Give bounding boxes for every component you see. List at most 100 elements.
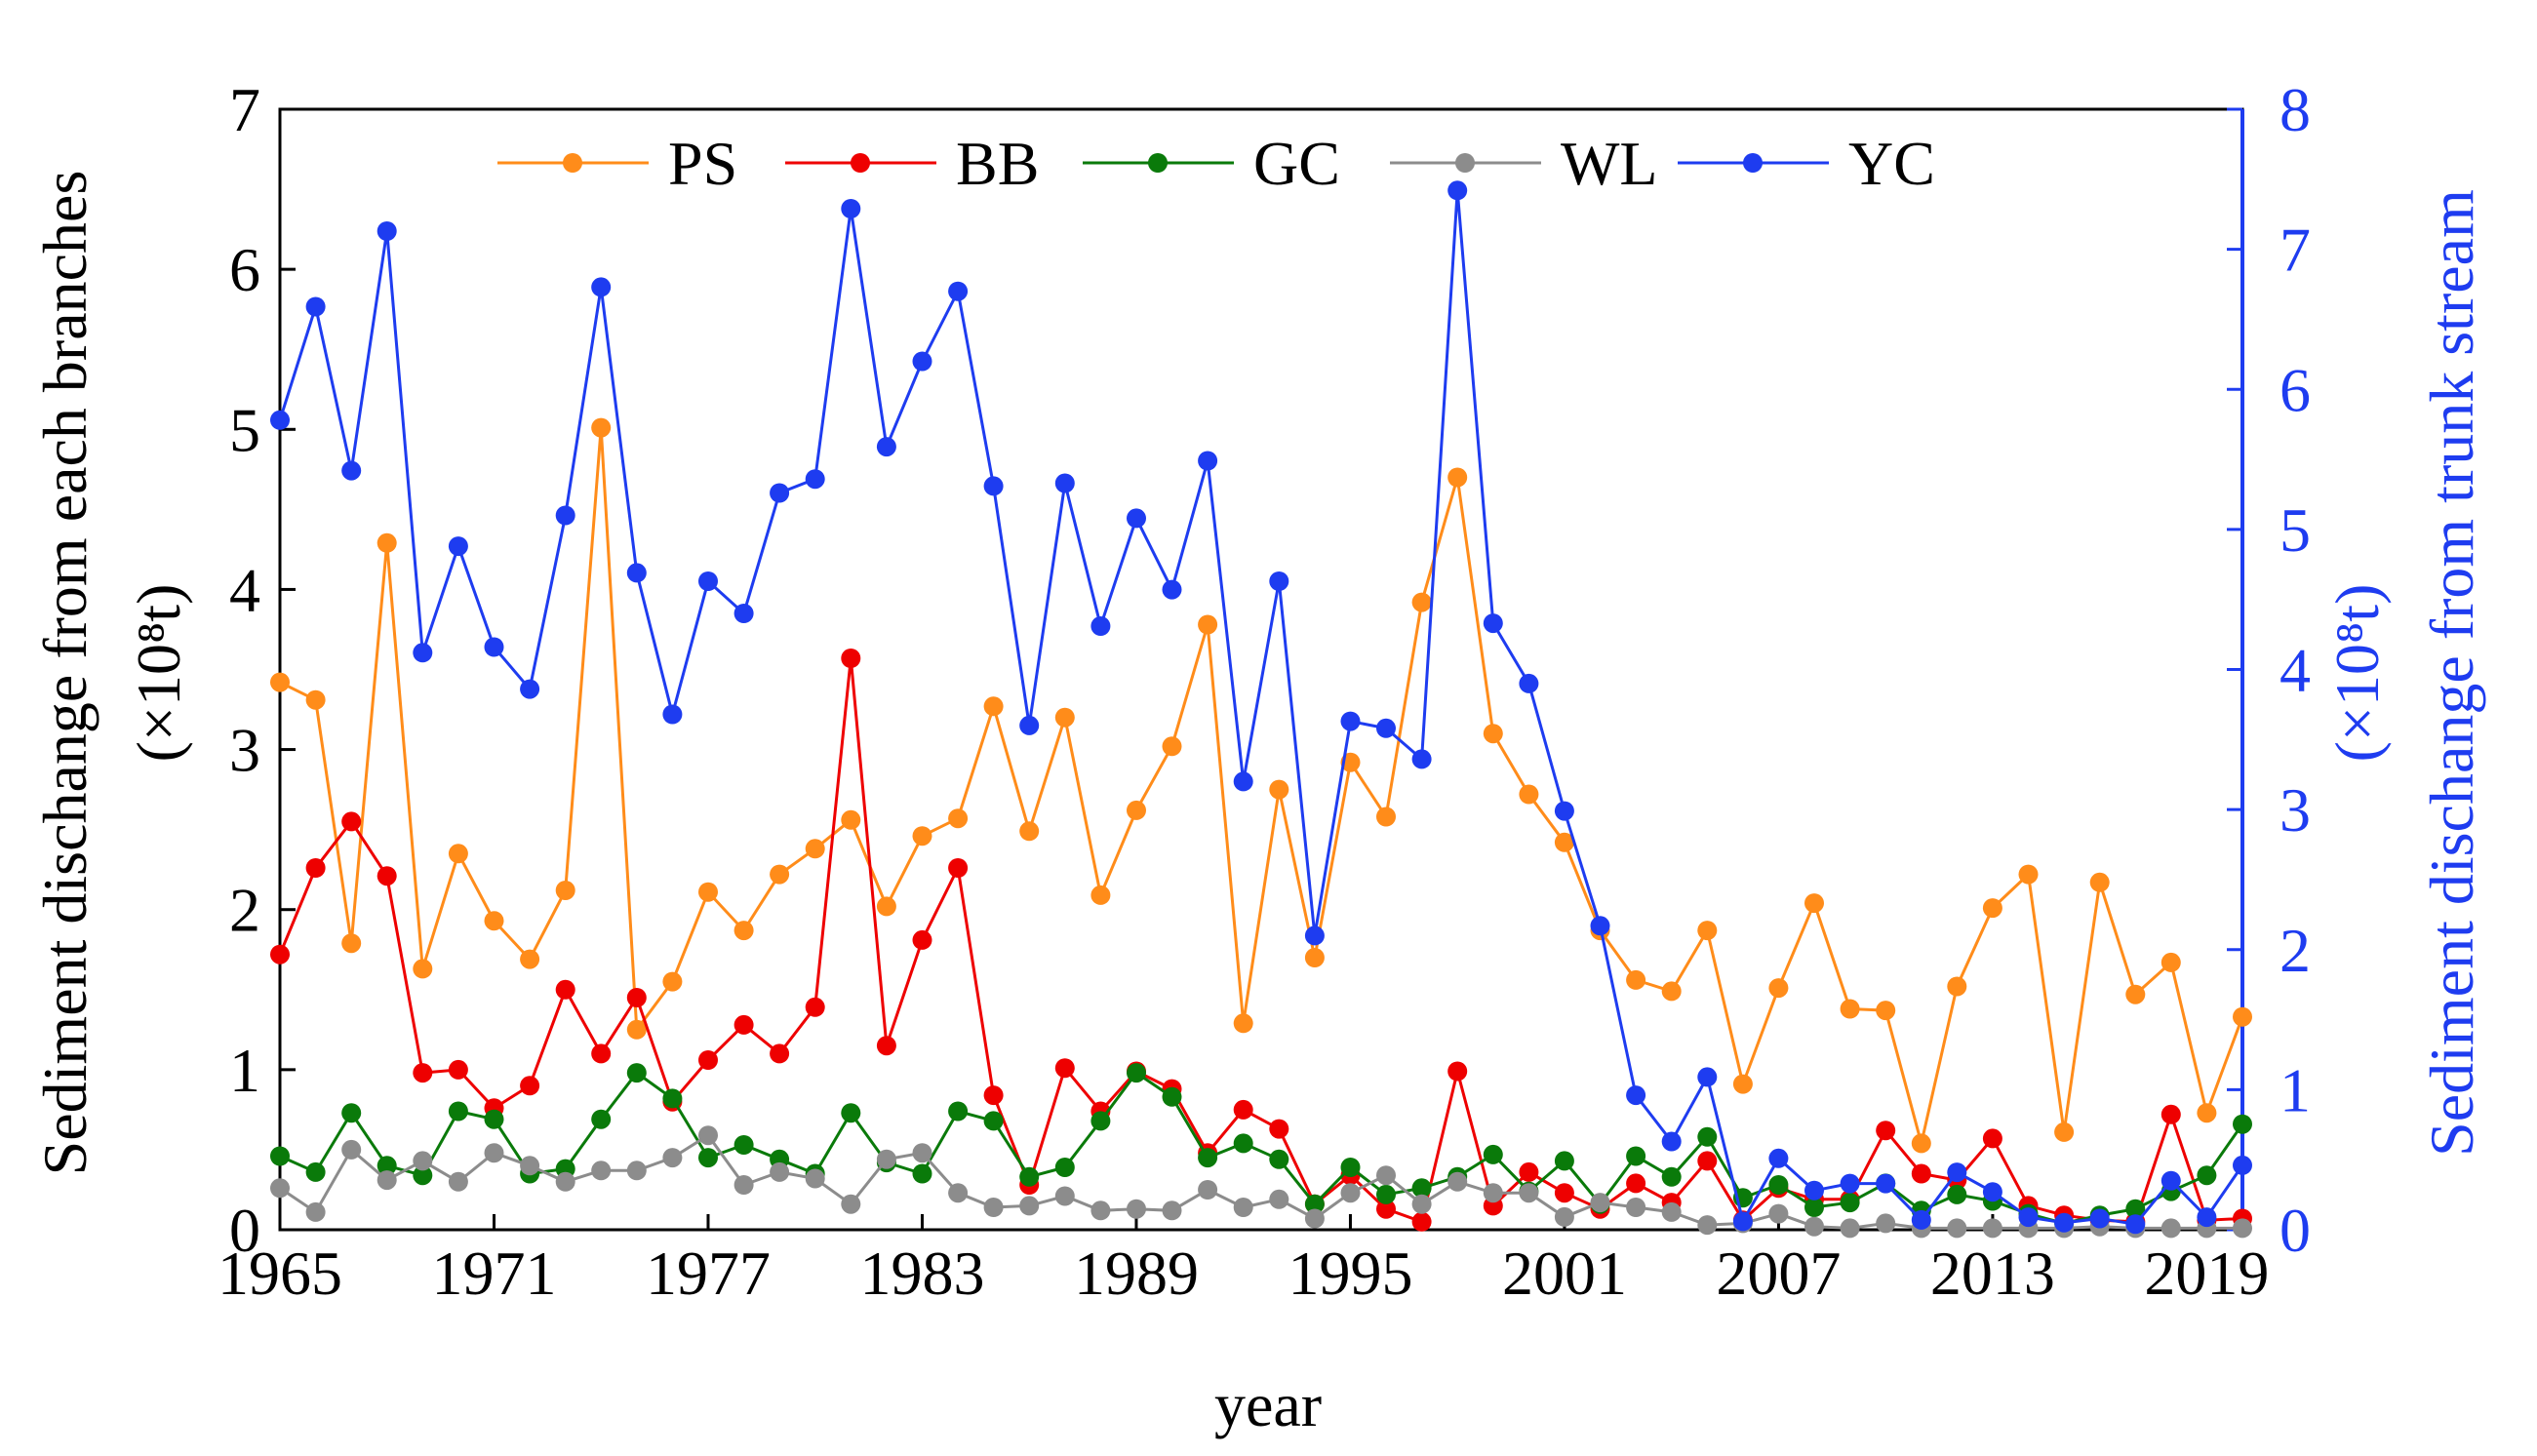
data-point-bb [948, 858, 969, 878]
data-point-gc [1376, 1184, 1396, 1204]
data-point-wl [1519, 1183, 1539, 1203]
data-point-wl [1947, 1218, 1967, 1239]
data-point-wl [1198, 1180, 1218, 1200]
data-point-yc [2125, 1214, 2146, 1235]
data-point-gc [1054, 1158, 1075, 1177]
data-point-bb [341, 811, 362, 832]
data-point-gc [2197, 1165, 2217, 1186]
data-point-gc [1090, 1111, 1111, 1131]
data-point-wl [1304, 1208, 1325, 1229]
series-ps [270, 417, 2252, 1154]
data-point-gc [1198, 1148, 1218, 1168]
data-point-yc [1840, 1173, 1860, 1194]
data-point-yc [1590, 916, 1610, 936]
legend-label: BB [956, 129, 1039, 198]
data-point-yc [341, 460, 362, 481]
x-tick-label: 1971 [431, 1239, 556, 1308]
data-point-wl [377, 1170, 397, 1191]
data-point-gc [948, 1101, 969, 1122]
data-point-ps [2125, 984, 2146, 1004]
y-right-tick-label: 8 [2279, 75, 2311, 144]
x-tick-label: 1977 [646, 1239, 771, 1308]
plot-frame [278, 107, 2244, 1232]
data-point-ps [1626, 969, 1646, 990]
data-point-gc [1127, 1063, 1146, 1083]
y-right-tick-label: 6 [2279, 355, 2311, 424]
legend-label: WL [1561, 129, 1658, 198]
data-point-wl [1054, 1186, 1075, 1206]
data-point-yc [1054, 473, 1075, 493]
data-point-bb [1626, 1173, 1646, 1194]
data-point-gc [1697, 1126, 1718, 1147]
data-point-bb [876, 1036, 896, 1056]
data-point-yc [2018, 1207, 2039, 1228]
data-point-wl [341, 1139, 362, 1160]
data-point-ps [1198, 614, 1218, 635]
data-point-gc [1269, 1149, 1289, 1169]
data-point-gc [1804, 1198, 1824, 1217]
data-point-wl [1840, 1218, 1860, 1239]
series-line-ps [279, 427, 2244, 1144]
y-right-tick-label: 3 [2279, 775, 2311, 845]
data-point-yc [270, 410, 290, 430]
data-point-wl [805, 1168, 825, 1189]
data-point-yc [1090, 616, 1111, 636]
data-point-gc [1947, 1184, 1967, 1204]
data-point-ps [1697, 921, 1718, 941]
data-point-bb [805, 997, 825, 1017]
data-point-gc [2233, 1114, 2252, 1134]
data-point-wl [1233, 1198, 1253, 1217]
data-point-yc [520, 679, 540, 699]
data-point-ps [484, 911, 504, 931]
data-point-ps [1876, 1001, 1896, 1021]
data-point-yc [2160, 1170, 2181, 1191]
data-point-yc [1732, 1211, 1753, 1232]
x-tick-label: 1995 [1288, 1239, 1412, 1308]
y-left-tick-label: 0 [229, 1196, 260, 1265]
data-point-wl [1162, 1200, 1182, 1221]
data-point-yc [876, 437, 896, 457]
data-point-bb [305, 858, 326, 878]
data-point-yc [1340, 711, 1361, 731]
data-point-ps [1947, 976, 1967, 997]
data-point-ps [1768, 978, 1789, 999]
data-point-wl [1626, 1198, 1646, 1217]
x-tick-label: 2001 [1502, 1239, 1627, 1308]
data-point-yc [2089, 1208, 2110, 1229]
data-point-wl [1411, 1194, 1432, 1214]
data-point-bb [770, 1043, 790, 1064]
y-left-tick-label: 5 [229, 395, 260, 464]
data-point-ps [1519, 784, 1539, 805]
data-point-gc [983, 1111, 1004, 1131]
data-point-yc [2233, 1155, 2252, 1175]
y-right-tick-label: 1 [2279, 1055, 2311, 1124]
data-point-yc [1982, 1182, 2002, 1202]
data-point-yc [1768, 1148, 1789, 1168]
data-point-bb [1411, 1211, 1432, 1232]
data-point-ps [662, 971, 683, 992]
data-point-yc [626, 563, 647, 583]
legend: PS BB GC WL YC [497, 129, 1935, 198]
data-point-ps [1554, 832, 1574, 852]
data-point-yc [1697, 1067, 1718, 1087]
data-point-wl [662, 1148, 683, 1168]
data-point-ps [1233, 1013, 1253, 1034]
x-tick-label: 1983 [859, 1239, 984, 1308]
data-point-ps [912, 826, 932, 846]
data-point-bb [413, 1063, 433, 1083]
data-point-yc [377, 221, 397, 241]
data-point-ps [2160, 952, 2181, 972]
data-point-ps [698, 882, 718, 902]
data-point-wl [626, 1161, 647, 1181]
data-point-ps [2197, 1103, 2217, 1123]
data-point-gc [1019, 1166, 1040, 1187]
data-point-ps [948, 808, 969, 829]
data-point-ps [377, 532, 397, 553]
y-axis-right-title: Sediment dischange from trunk stream [2417, 189, 2486, 1157]
data-point-ps [626, 1019, 647, 1040]
data-point-wl [770, 1161, 790, 1182]
data-point-ps [2089, 872, 2110, 892]
data-point-bb [1447, 1061, 1468, 1082]
data-point-ps [1304, 948, 1325, 967]
